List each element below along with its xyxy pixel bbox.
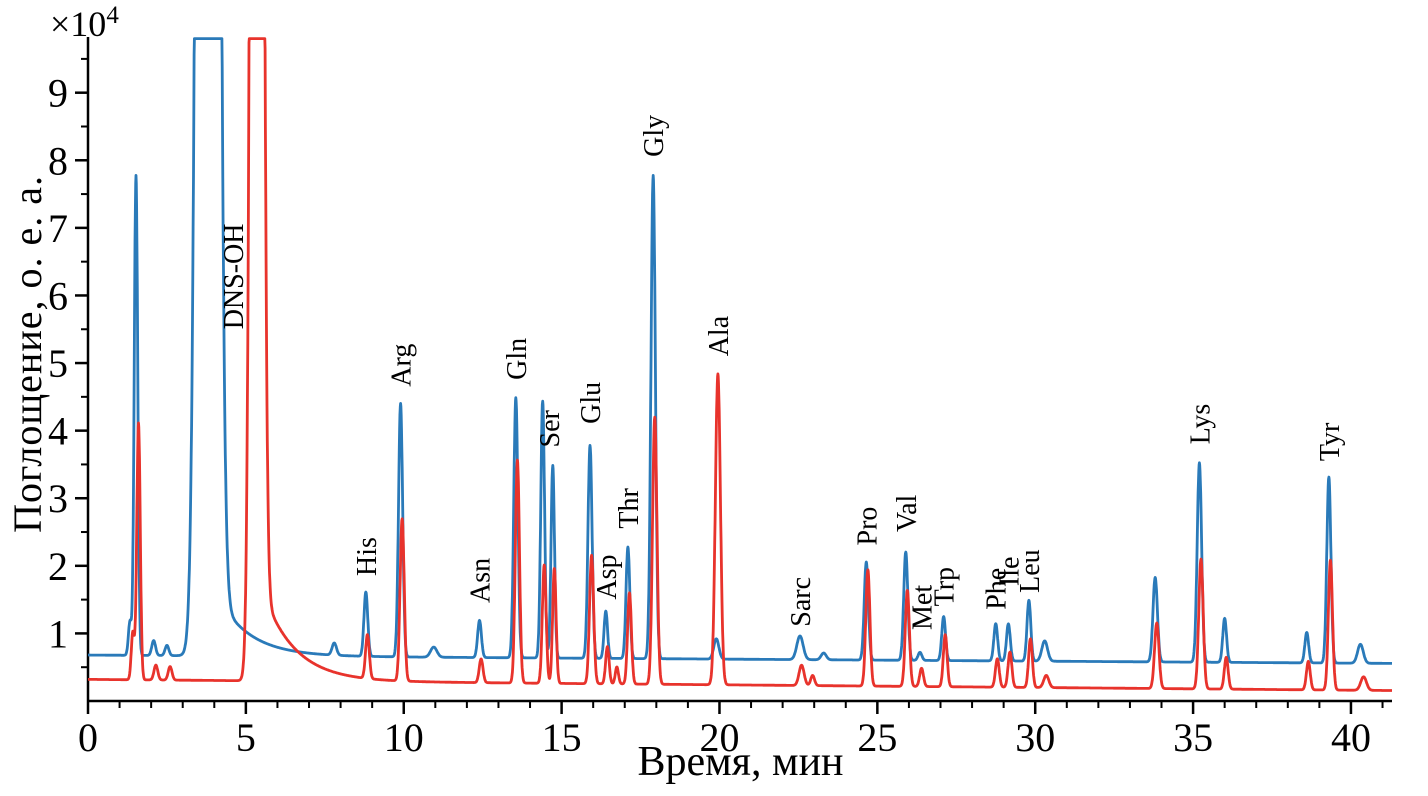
peak-label-ile: Ile xyxy=(994,557,1025,587)
peak-label-sarc: Sarc xyxy=(786,577,817,627)
y-tick-label: 8 xyxy=(48,138,68,183)
peak-label-gln: Gln xyxy=(502,338,533,380)
trace-red xyxy=(86,37,1394,692)
y-tick-label: 5 xyxy=(48,341,68,386)
y-axis-title: Поглощение, о. е. а. xyxy=(5,175,50,533)
y-tick-label: 1 xyxy=(48,611,68,656)
peak-label-glu: Glu xyxy=(576,382,607,424)
peak-label-tyr: Tyr xyxy=(1315,422,1346,461)
peak-label-thr: Thr xyxy=(614,487,645,528)
peak-label-gly: Gly xyxy=(639,115,670,157)
x-tick-label: 20 xyxy=(699,715,739,760)
x-tick-label: 5 xyxy=(236,715,256,760)
x-tick-label: 0 xyxy=(78,715,98,760)
peak-label-met: Met xyxy=(908,585,939,630)
x-tick-label: 40 xyxy=(1331,715,1371,760)
y-tick-label: 9 xyxy=(48,71,68,116)
x-tick-label: 30 xyxy=(1015,715,1055,760)
peak-label-pro: Pro xyxy=(852,507,883,546)
y-axis-multiplier: ×104 xyxy=(50,2,119,45)
peak-label-trp: Trp xyxy=(930,567,961,606)
peak-label-ser: Ser xyxy=(535,410,566,448)
x-tick-label: 10 xyxy=(384,715,424,760)
y-axis-multiplier-base: ×10 xyxy=(50,4,107,44)
peak-label-asn: Asn xyxy=(466,558,497,603)
trace-blue xyxy=(86,37,1394,665)
y-tick-label: 3 xyxy=(48,476,68,521)
peak-label-arg: Arg xyxy=(387,344,418,387)
peak-label-asp: Asp xyxy=(592,554,623,599)
y-tick-label: 7 xyxy=(48,206,68,251)
y-tick-label: 6 xyxy=(48,273,68,318)
x-tick-label: 15 xyxy=(542,715,582,760)
peak-label-dns-oh: DNS-OH xyxy=(219,224,250,330)
x-tick-label: 35 xyxy=(1173,715,1213,760)
peak-label-lys: Lys xyxy=(1185,404,1216,444)
peak-label-val: Val xyxy=(892,494,923,532)
y-tick-label: 2 xyxy=(48,544,68,589)
x-axis-title: Время, мин xyxy=(637,739,844,785)
x-tick-label: 25 xyxy=(857,715,897,760)
peak-label-phe: Phe xyxy=(982,568,1013,610)
peak-label-leu: Leu xyxy=(1015,549,1046,593)
y-axis-multiplier-exponent: 4 xyxy=(106,2,119,29)
peak-label-his: His xyxy=(352,537,383,576)
peak-label-ala: Ala xyxy=(704,315,735,356)
y-tick-label: 4 xyxy=(48,409,68,454)
